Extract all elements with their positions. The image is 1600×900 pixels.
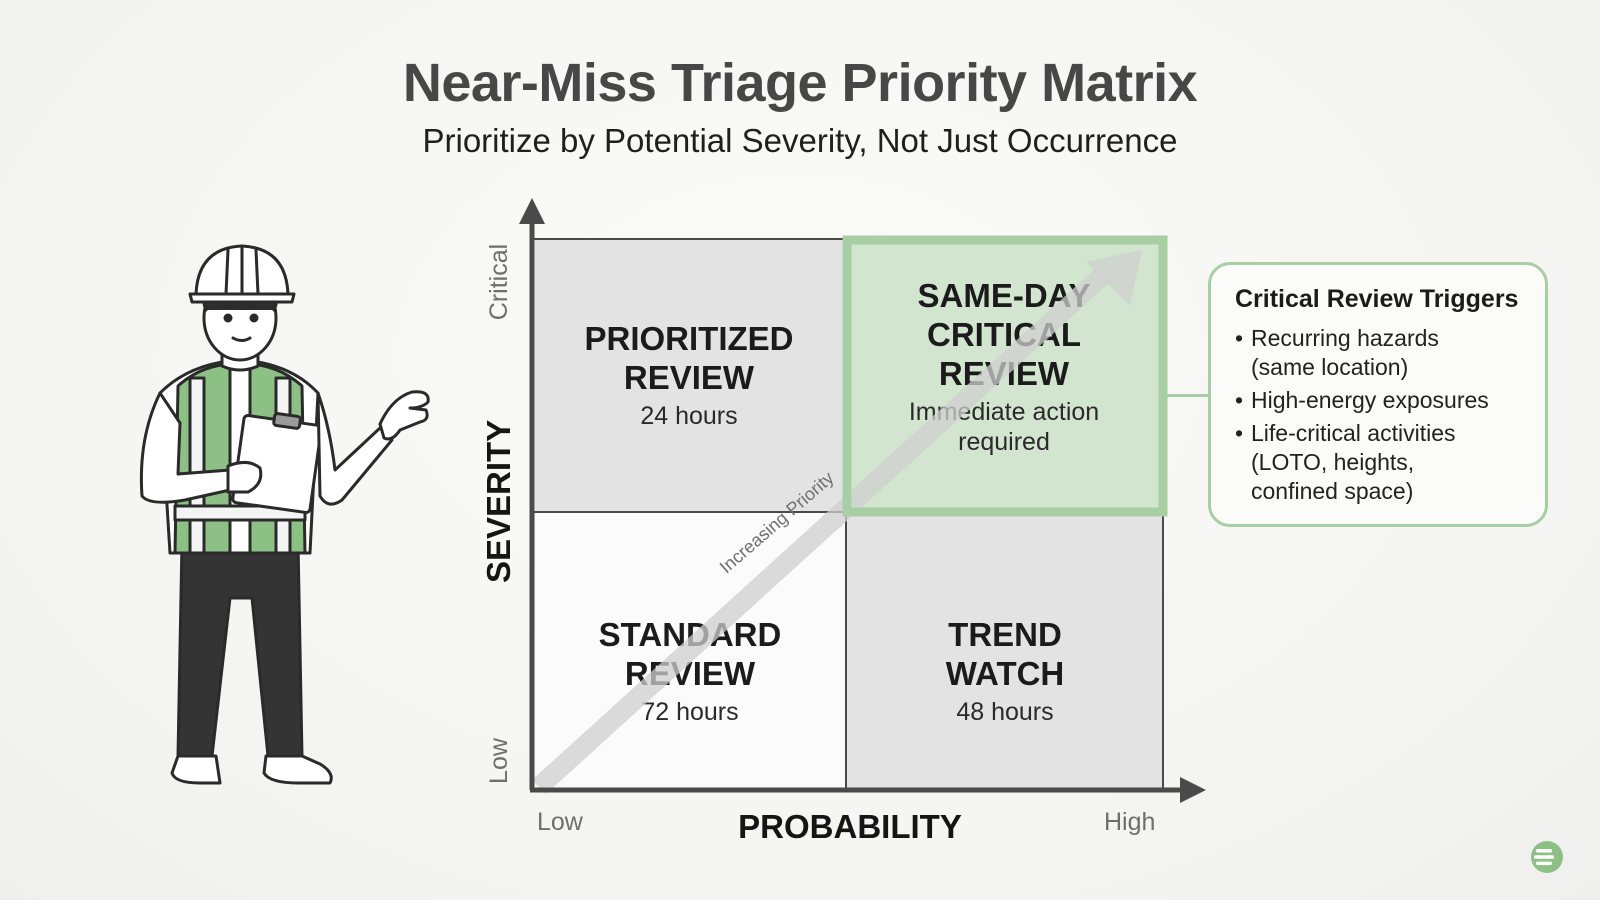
page-subtitle: Prioritize by Potential Severity, Not Ju… xyxy=(422,122,1178,159)
triggers-list: Recurring hazards (same location) High-e… xyxy=(1235,324,1527,506)
quadrant-prioritized-review: PRIORITIZED REVIEW 24 hours xyxy=(535,239,843,511)
quadrant-detail: 48 hours xyxy=(956,698,1054,726)
trigger-item: High-energy exposures xyxy=(1235,386,1527,415)
x-axis-high-label: High xyxy=(1104,808,1156,836)
y-axis-low-label: Low xyxy=(485,738,513,784)
quadrant-title: PRIORITIZED REVIEW xyxy=(584,320,794,396)
quadrant-detail: 24 hours xyxy=(640,402,738,430)
x-axis-low-label: Low xyxy=(537,808,583,836)
quadrant-detail: Immediate action required xyxy=(908,397,1100,456)
y-axis-arrowhead xyxy=(519,198,545,224)
x-axis-arrowhead xyxy=(1180,777,1206,803)
x-axis-title: PROBABILITY xyxy=(738,808,962,845)
quadrant-standard-review: STANDARD REVIEW 72 hours xyxy=(535,513,845,789)
callout-connector xyxy=(1165,394,1208,397)
trigger-item: Recurring hazards (same location) xyxy=(1235,324,1527,382)
triggers-title: Critical Review Triggers xyxy=(1235,285,1519,313)
quadrant-title: SAME-DAY CRITICAL REVIEW xyxy=(917,276,1091,392)
quadrant-trend-watch: TREND WATCH 48 hours xyxy=(847,513,1163,789)
trigger-item: Life-critical activities (LOTO, heights,… xyxy=(1235,419,1527,506)
critical-review-triggers-panel: Critical Review Triggers Recurring hazar… xyxy=(1208,262,1548,527)
quadrant-same-day-critical-review: SAME-DAY CRITICAL REVIEW Immediate actio… xyxy=(845,239,1163,513)
page-title: Near-Miss Triage Priority Matrix xyxy=(402,53,1198,113)
brand-logo-icon xyxy=(1531,841,1563,873)
quadrant-detail: 72 hours xyxy=(641,698,739,726)
safety-worker-illustration-icon xyxy=(139,244,430,785)
y-axis-title: SEVERITY xyxy=(480,419,517,583)
quadrant-title: TREND WATCH xyxy=(945,616,1065,692)
y-axis-high-label: Critical xyxy=(485,243,513,321)
quadrant-title: STANDARD REVIEW xyxy=(598,616,782,692)
